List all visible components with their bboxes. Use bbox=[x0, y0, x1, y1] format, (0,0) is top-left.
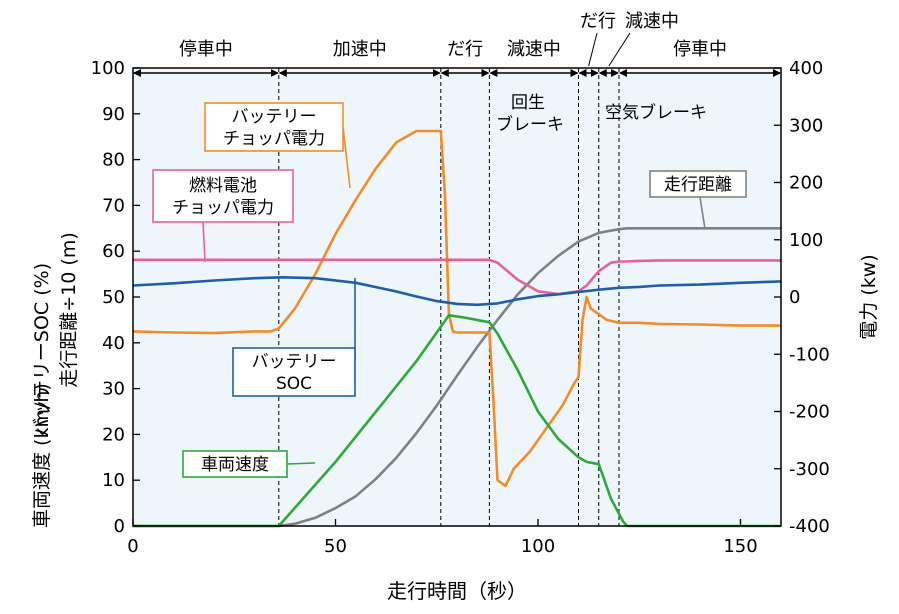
y-right-tick-label: 300 bbox=[789, 115, 823, 136]
series-layer bbox=[132, 129, 782, 528]
x-tick-label: 100 bbox=[521, 536, 555, 557]
series-label: チョッパ電力 bbox=[223, 129, 325, 149]
y-left-tick-label: 10 bbox=[102, 470, 125, 491]
series-label: チョッパ電力 bbox=[172, 198, 274, 218]
y-left-tick-label: 30 bbox=[102, 379, 125, 400]
y-right-tick-label: 0 bbox=[789, 287, 800, 308]
y-left-tick-label: 70 bbox=[102, 195, 125, 216]
callout-box bbox=[232, 347, 356, 397]
phase-label-leader bbox=[608, 32, 631, 67]
regen-brake-label-2: ブレーキ bbox=[496, 114, 564, 135]
y-right-tick-label: -200 bbox=[789, 402, 830, 423]
x-tick-label: 50 bbox=[324, 536, 347, 557]
x-tick-label: 0 bbox=[127, 536, 138, 557]
y-left-tick-label: 0 bbox=[114, 516, 125, 537]
callout-leader bbox=[699, 196, 706, 230]
callout-box bbox=[182, 450, 288, 478]
y-left-tick-label: 90 bbox=[102, 104, 125, 125]
y-right-tick-label: 100 bbox=[789, 230, 823, 251]
series-label: バッテリー bbox=[252, 352, 337, 372]
y-right-tick-label: 400 bbox=[789, 58, 823, 79]
series-label: 走行距離 bbox=[664, 175, 732, 195]
y-right-label: 電力 (kw) bbox=[858, 254, 880, 339]
y-right-tick-label: -100 bbox=[789, 344, 830, 365]
callout-leader bbox=[202, 221, 206, 263]
series-label: バッテリー bbox=[232, 107, 317, 127]
callout-box bbox=[204, 102, 344, 152]
series-label: 燃料電池 bbox=[189, 176, 257, 196]
callout-box bbox=[152, 169, 294, 223]
series-label: SOC bbox=[276, 374, 312, 394]
phase-label: だ行 bbox=[580, 11, 616, 32]
y-left-label-1: 車両速度 (km/h) bbox=[31, 383, 53, 528]
series-line bbox=[133, 313, 781, 528]
phase-label: 停車中 bbox=[179, 39, 233, 60]
phase-label: 減速中 bbox=[625, 11, 679, 32]
axes-layer: 0 50 100 150 0 10 20 30 40 50 60 70 80 90 100 -400 -300 -… bbox=[91, 58, 830, 557]
regen-brake-label-1: 回生 bbox=[511, 93, 545, 113]
x-tick-label: 150 bbox=[723, 536, 757, 557]
callout-leader bbox=[286, 462, 316, 465]
y-left-tick-label: 40 bbox=[102, 333, 125, 354]
phase-label-leader bbox=[588, 32, 598, 67]
y-left-label-2: バッテリーSOC (%) bbox=[31, 263, 53, 437]
series-line bbox=[132, 129, 781, 488]
y-left-tick-label: 80 bbox=[102, 150, 125, 171]
y-left-tick-label: 100 bbox=[91, 58, 125, 79]
y-left-tick-label: 60 bbox=[102, 241, 125, 262]
phase-label: 加速中 bbox=[333, 39, 387, 60]
air-brake-label: 空気ブレーキ bbox=[605, 102, 707, 123]
y-left-label-3: 走行距離÷10 (m) bbox=[58, 232, 80, 387]
x-axis-label: 走行時間（秒） bbox=[387, 579, 527, 603]
series-label: 車両速度 bbox=[201, 455, 269, 475]
phase-label: 減速中 bbox=[507, 39, 561, 60]
callout-leader bbox=[342, 126, 351, 189]
series-line bbox=[132, 275, 782, 307]
y-right-tick-label: -300 bbox=[789, 459, 830, 480]
y-left-tick-label: 50 bbox=[102, 287, 125, 308]
callout-box bbox=[649, 170, 747, 198]
y-right-tick-label: 200 bbox=[789, 173, 823, 194]
y-right-tick-label: -400 bbox=[789, 516, 830, 537]
phase-label: 停車中 bbox=[673, 39, 727, 60]
y-left-tick-label: 20 bbox=[102, 424, 125, 445]
phase-label: だ行 bbox=[447, 39, 483, 60]
